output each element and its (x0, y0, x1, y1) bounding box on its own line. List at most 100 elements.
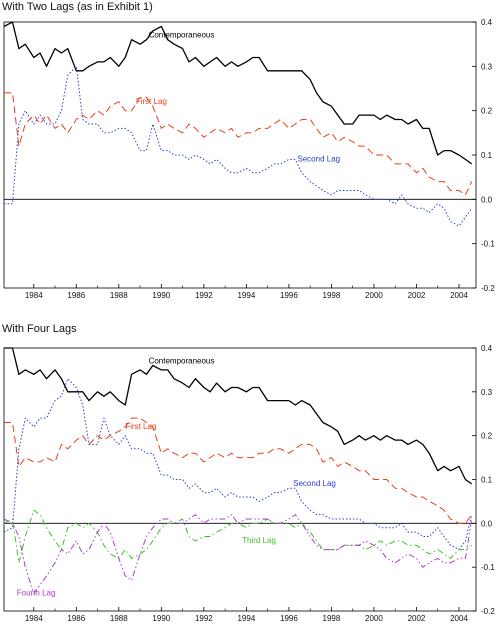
data-point-first-lag-1 (267, 453, 268, 454)
data-point-second-lag-0 (429, 212, 430, 213)
data-point-second-lag-0 (252, 172, 253, 173)
data-point-third-lag-1 (167, 523, 168, 524)
data-point-second-lag-1 (373, 523, 374, 524)
x-tick-label-1-4: 1992 (195, 614, 213, 623)
data-point-first-lag-0 (3, 92, 4, 93)
data-point-first-lag-1 (18, 466, 19, 467)
data-point-first-lag-0 (54, 128, 55, 129)
data-point-fourth-lag-1 (450, 562, 451, 563)
data-point-first-lag-1 (231, 453, 232, 454)
data-point-third-lag-1 (288, 523, 289, 524)
data-point-contemporaneous-1 (110, 391, 111, 392)
data-point-second-lag-0 (373, 199, 374, 200)
data-point-contemporaneous-0 (210, 61, 211, 62)
data-point-contemporaneous-0 (407, 123, 408, 124)
data-point-first-lag-1 (386, 479, 387, 480)
data-point-second-lag-0 (295, 159, 296, 160)
data-point-first-lag-0 (46, 115, 47, 116)
data-point-fourth-lag-1 (131, 580, 132, 581)
data-point-first-lag-0 (252, 132, 253, 133)
data-point-first-lag-0 (195, 128, 196, 129)
data-point-first-lag-0 (471, 181, 472, 182)
data-point-first-lag-0 (450, 190, 451, 191)
data-point-third-lag-1 (125, 549, 126, 550)
data-point-first-lag-1 (458, 523, 459, 524)
data-point-fourth-lag-1 (237, 523, 238, 524)
data-point-second-lag-1 (280, 492, 281, 493)
data-point-second-lag-0 (237, 172, 238, 173)
y-tick-label-1-1: 0.3 (481, 388, 493, 397)
data-point-first-lag-0 (203, 137, 204, 138)
data-point-second-lag-0 (146, 150, 147, 151)
data-point-second-lag-0 (310, 181, 311, 182)
data-point-second-lag-1 (395, 527, 396, 528)
data-point-first-lag-0 (76, 119, 77, 120)
series-label-fourth-lag-1: Fourth Lag (17, 589, 56, 598)
data-point-first-lag-0 (429, 177, 430, 178)
x-tick-label-0-10: 2004 (450, 291, 468, 300)
data-point-first-lag-0 (237, 137, 238, 138)
data-point-contemporaneous-0 (18, 48, 19, 49)
data-point-second-lag-1 (231, 492, 232, 493)
data-point-second-lag-1 (3, 532, 4, 533)
series-label-third-lag-1: Third Lag (242, 536, 276, 545)
data-point-contemporaneous-1 (288, 400, 289, 401)
data-point-second-lag-0 (161, 150, 162, 151)
data-point-third-lag-1 (40, 514, 41, 515)
data-point-contemporaneous-1 (33, 374, 34, 375)
data-point-second-lag-0 (188, 159, 189, 160)
data-point-contemporaneous-0 (131, 39, 132, 40)
x-tick-label-1-10: 2004 (450, 614, 468, 623)
x-tick-label-0-2: 1988 (110, 291, 128, 300)
data-point-second-lag-0 (416, 208, 417, 209)
data-point-contemporaneous-1 (195, 378, 196, 379)
x-tick-label-1-1: 1986 (67, 614, 85, 623)
data-point-fourth-lag-1 (295, 514, 296, 515)
data-point-contemporaneous-1 (118, 400, 119, 401)
data-point-fourth-lag-1 (140, 553, 141, 554)
data-point-first-lag-1 (82, 435, 83, 436)
data-point-contemporaneous-1 (46, 378, 47, 379)
data-point-contemporaneous-1 (465, 479, 466, 480)
data-point-second-lag-0 (203, 159, 204, 160)
data-point-first-lag-0 (344, 137, 345, 138)
data-point-second-lag-0 (25, 110, 26, 111)
data-point-second-lag-1 (167, 475, 168, 476)
data-point-fourth-lag-1 (88, 549, 89, 550)
data-point-second-lag-0 (67, 75, 68, 76)
data-point-first-lag-1 (373, 479, 374, 480)
data-point-contemporaneous-0 (288, 70, 289, 71)
data-point-second-lag-0 (61, 110, 62, 111)
data-point-fourth-lag-1 (225, 518, 226, 519)
data-point-fourth-lag-1 (416, 558, 417, 559)
data-point-first-lag-1 (259, 453, 260, 454)
data-point-second-lag-1 (331, 518, 332, 519)
x-tick-label-1-0: 1984 (25, 614, 43, 623)
data-point-first-lag-0 (210, 132, 211, 133)
data-point-contemporaneous-0 (188, 61, 189, 62)
data-point-first-lag-1 (280, 448, 281, 449)
data-point-second-lag-1 (46, 418, 47, 419)
data-point-contemporaneous-1 (471, 483, 472, 484)
y-tick-label-1-4: 0.0 (481, 519, 493, 528)
data-point-first-lag-1 (61, 444, 62, 445)
data-point-first-lag-0 (167, 123, 168, 124)
data-point-contemporaneous-1 (237, 387, 238, 388)
data-point-first-lag-1 (395, 488, 396, 489)
data-point-contemporaneous-1 (337, 431, 338, 432)
data-point-fourth-lag-1 (46, 575, 47, 576)
data-point-second-lag-0 (267, 168, 268, 169)
data-point-second-lag-1 (444, 536, 445, 537)
data-point-first-lag-1 (40, 461, 41, 462)
data-point-first-lag-1 (252, 457, 253, 458)
data-point-first-lag-0 (444, 181, 445, 182)
data-point-third-lag-1 (471, 545, 472, 546)
data-point-second-lag-0 (422, 208, 423, 209)
data-point-third-lag-1 (33, 510, 34, 511)
data-point-second-lag-1 (246, 496, 247, 497)
data-point-fourth-lag-1 (61, 549, 62, 550)
x-tick-label-1-8: 2000 (365, 614, 383, 623)
data-point-contemporaneous-1 (61, 378, 62, 379)
data-point-contemporaneous-0 (380, 119, 381, 120)
